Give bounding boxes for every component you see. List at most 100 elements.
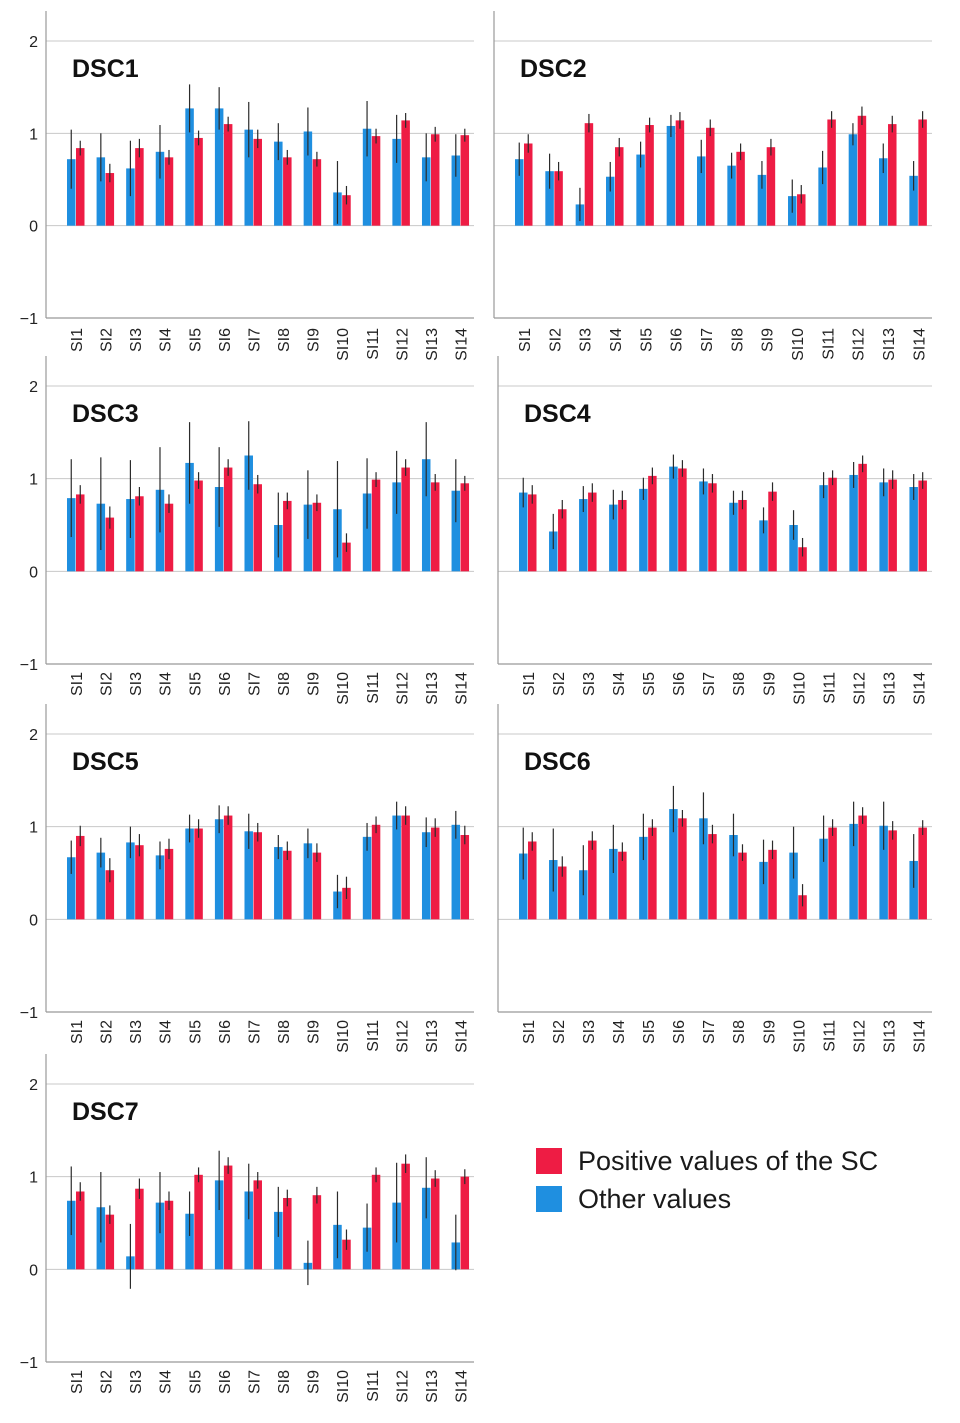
- bar-positive-SI9: [766, 147, 776, 226]
- bar-other-SI1: [515, 159, 524, 226]
- bar-positive-SI14: [460, 1176, 470, 1270]
- bar-other-SI11: [818, 167, 827, 226]
- bar-positive-SI14: [918, 827, 927, 920]
- chart-title: DSC4: [524, 400, 591, 428]
- chart-title: DSC5: [72, 748, 139, 776]
- x-tick-label: SI12: [851, 672, 868, 705]
- x-tick-label: SI14: [454, 672, 471, 705]
- bar-positive-SI4: [615, 147, 624, 226]
- bar-positive-SI7: [708, 483, 717, 572]
- chart-title: DSC3: [72, 400, 139, 428]
- x-tick-label: SI11: [821, 1020, 838, 1052]
- bar-positive-SI14: [460, 835, 470, 920]
- x-tick-label: SI9: [761, 1020, 778, 1044]
- x-tick-label: SI11: [365, 672, 382, 704]
- bar-positive-SI8: [736, 151, 745, 226]
- x-tick-label: SI13: [424, 328, 441, 361]
- bar-positive-SI4: [618, 851, 627, 920]
- bar-other-SI8: [274, 847, 283, 920]
- bar-positive-SI4: [164, 503, 174, 572]
- x-tick-label: SI13: [424, 672, 441, 705]
- bar-other-SI1: [519, 492, 528, 572]
- bar-other-SI2: [96, 157, 106, 226]
- x-tick-label: SI7: [246, 1020, 263, 1044]
- bar-positive-SI12: [857, 115, 867, 226]
- bar-positive-SI7: [253, 1180, 262, 1270]
- bar-other-SI3: [126, 168, 135, 226]
- x-tick-label: SI12: [394, 1020, 411, 1053]
- x-tick-label: SI9: [306, 328, 323, 352]
- bar-positive-SI12: [401, 467, 410, 572]
- bar-positive-SI6: [675, 120, 685, 226]
- x-tick-label: SI1: [517, 328, 534, 352]
- x-tick-label: SI11: [820, 328, 837, 360]
- y-tick-label: 0: [29, 564, 38, 581]
- bar-positive-SI7: [706, 127, 715, 226]
- x-tick-label: SI2: [99, 1370, 116, 1394]
- x-tick-label: SI7: [699, 328, 716, 352]
- y-tick-label: 0: [29, 1262, 38, 1279]
- chart-panel-6: DSC6 SI1 SI2 SI3 SI4 SI5 SI6 SI7 SI8 SI9 SI10 SI11 S…: [497, 704, 932, 1053]
- bar-other-SI3: [126, 842, 135, 920]
- legend-swatch-other: [536, 1186, 562, 1212]
- x-tick-label: SI13: [424, 1370, 441, 1403]
- bar-positive-SI3: [588, 840, 597, 920]
- bar-other-SI5: [639, 836, 648, 920]
- y-tick-label: 1: [29, 126, 38, 143]
- chart-panel-2: DSC2 SI1 SI2 SI3 SI4 SI5 SI6 SI7 SI8 SI9 SI10 SI11 S…: [493, 11, 932, 361]
- bar-other-SI2: [549, 531, 558, 572]
- bar-positive-SI13: [888, 124, 897, 226]
- legend-label-positive: Positive values of the SC: [578, 1145, 879, 1176]
- y-tick-label: 1: [29, 1170, 38, 1187]
- bar-other-SI13: [421, 157, 431, 226]
- x-tick-label: SI9: [760, 328, 777, 352]
- bar-positive-SI3: [135, 496, 144, 572]
- legend-item-positive: Positive values of the SC: [536, 1142, 878, 1180]
- bar-positive-SI9: [768, 849, 777, 920]
- x-tick-label: SI3: [128, 328, 145, 352]
- x-tick-label: SI3: [128, 672, 145, 696]
- bar-positive-SI8: [738, 499, 747, 572]
- x-tick-label: SI1: [69, 1370, 86, 1394]
- bar-other-SI3: [579, 499, 588, 572]
- bar-other-SI1: [67, 159, 76, 226]
- x-tick-label: SI6: [217, 672, 234, 696]
- chart-title: DSC7: [72, 1098, 139, 1126]
- legend-swatch-positive: [536, 1148, 562, 1174]
- bar-other-SI12: [392, 815, 401, 920]
- bar-positive-SI6: [223, 124, 233, 226]
- bar-other-SI13: [879, 158, 888, 226]
- x-tick-label: SI11: [365, 1020, 382, 1052]
- bar-other-SI12: [849, 474, 858, 572]
- bar-positive-SI4: [164, 848, 174, 920]
- bar-positive-SI14: [460, 483, 470, 572]
- chart-title: DSC6: [524, 748, 591, 776]
- x-tick-label: SI3: [128, 1020, 145, 1044]
- x-tick-label: SI13: [424, 1020, 441, 1053]
- bar-positive-SI2: [558, 509, 567, 572]
- bar-other-SI7: [699, 481, 708, 572]
- bar-other-SI13: [421, 832, 431, 920]
- bar-other-SI5: [639, 488, 648, 572]
- y-tick-label: 2: [29, 34, 38, 51]
- bar-positive-SI9: [312, 502, 322, 572]
- bar-other-SI12: [848, 134, 858, 226]
- bar-positive-SI5: [645, 125, 654, 226]
- bar-positive-SI5: [194, 1174, 203, 1270]
- bar-other-SI7: [244, 455, 253, 572]
- y-tick-label: 2: [29, 727, 38, 744]
- bar-other-SI8: [727, 165, 736, 226]
- bar-other-SI11: [362, 493, 372, 572]
- x-tick-label: SI3: [581, 1020, 598, 1044]
- x-tick-label: SI8: [276, 1020, 293, 1044]
- x-tick-label: SI6: [671, 672, 688, 696]
- bar-other-SI12: [849, 823, 858, 920]
- x-tick-label: SI2: [551, 672, 568, 696]
- x-tick-label: SI5: [187, 328, 204, 352]
- bar-other-SI13: [421, 459, 431, 572]
- bar-other-SI13: [421, 1187, 431, 1270]
- x-tick-label: SI2: [99, 1020, 116, 1044]
- bar-other-SI4: [155, 151, 165, 226]
- x-tick-label: SI5: [187, 1020, 204, 1044]
